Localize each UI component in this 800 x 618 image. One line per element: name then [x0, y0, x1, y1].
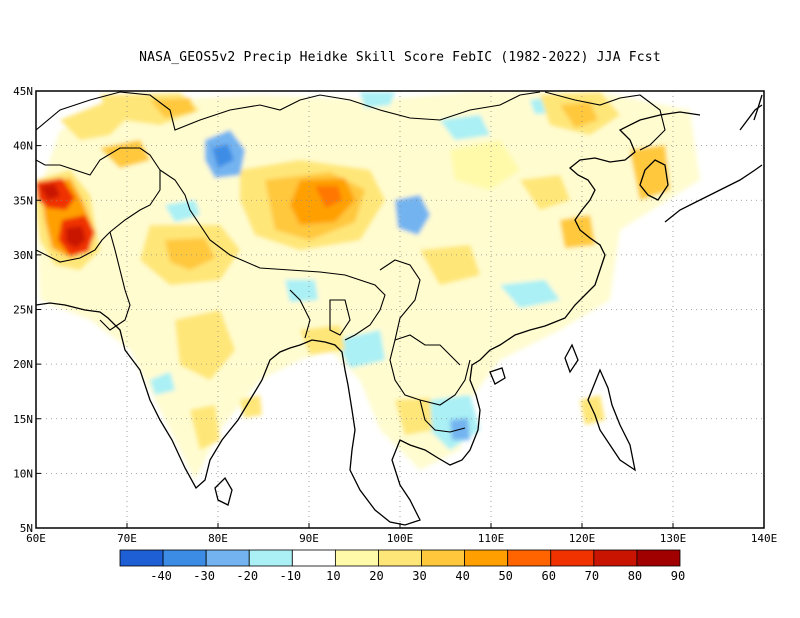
colorbar-label: -20 — [236, 569, 258, 583]
lat-tick-label: 40N — [13, 140, 33, 153]
colorbar-label: 10 — [326, 569, 340, 583]
colorbar-label: 80 — [628, 569, 642, 583]
lon-tick-label: 70E — [117, 532, 137, 545]
colorbar-label: 40 — [455, 569, 469, 583]
colorbar-swatch — [334, 549, 379, 567]
colorbar-swatch — [507, 549, 552, 567]
figure-title: NASA_GEOS5v2 Precip Heidke Skill Score F… — [139, 50, 661, 65]
lon-tick-label: 60E — [26, 532, 46, 545]
lat-axis: 45N 40N 35N 30N 25N 20N 15N 10N 5N — [13, 85, 41, 535]
lon-tick-label: 140E — [751, 532, 778, 545]
colorbar-label: 20 — [369, 569, 383, 583]
colorbar-swatch — [119, 549, 164, 567]
colorbar-swatch — [421, 549, 466, 567]
lon-tick-label: 90E — [299, 532, 319, 545]
lat-tick-label: 20N — [13, 358, 33, 371]
coastlines — [36, 94, 763, 526]
colorbar-swatch — [162, 549, 207, 567]
colorbar-swatch — [550, 549, 595, 567]
colorbar: -40 -30 -20 -10 10 20 30 40 50 60 70 80 90 — [119, 549, 685, 583]
lat-tick-label: 5N — [20, 522, 33, 535]
colorbar-label: 70 — [585, 569, 599, 583]
colorbar-swatch — [593, 549, 638, 567]
lon-axis: 60E 70E 80E 90E 100E 110E 120E 130E 140E — [26, 523, 777, 545]
colorbar-label: -10 — [279, 569, 301, 583]
colorbar-label: -30 — [193, 569, 215, 583]
lon-tick-label: 80E — [208, 532, 228, 545]
lat-tick-label: 35N — [13, 194, 33, 207]
lon-tick-label: 100E — [387, 532, 414, 545]
lon-tick-label: 130E — [660, 532, 687, 545]
lat-tick-label: 45N — [13, 85, 33, 98]
colorbar-label: 30 — [412, 569, 426, 583]
colorbar-swatch — [205, 549, 250, 567]
lat-tick-label: 10N — [13, 467, 33, 480]
colorbar-swatch — [378, 549, 422, 567]
colorbar-label: 60 — [542, 569, 556, 583]
lon-tick-label: 110E — [478, 532, 505, 545]
colorbar-swatch — [291, 549, 336, 567]
colorbar-swatch — [636, 549, 681, 567]
lat-tick-label: 25N — [13, 304, 33, 317]
colorbar-label: -40 — [150, 569, 172, 583]
colorbar-label: 50 — [498, 569, 512, 583]
colorbar-swatch — [464, 549, 509, 567]
lat-tick-label: 30N — [13, 249, 33, 262]
colorbar-swatch — [248, 549, 293, 567]
lon-tick-label: 120E — [569, 532, 596, 545]
skill-shading — [36, 92, 700, 480]
lat-tick-label: 15N — [13, 413, 33, 426]
colorbar-label: 90 — [671, 569, 685, 583]
country-borders — [36, 91, 666, 433]
